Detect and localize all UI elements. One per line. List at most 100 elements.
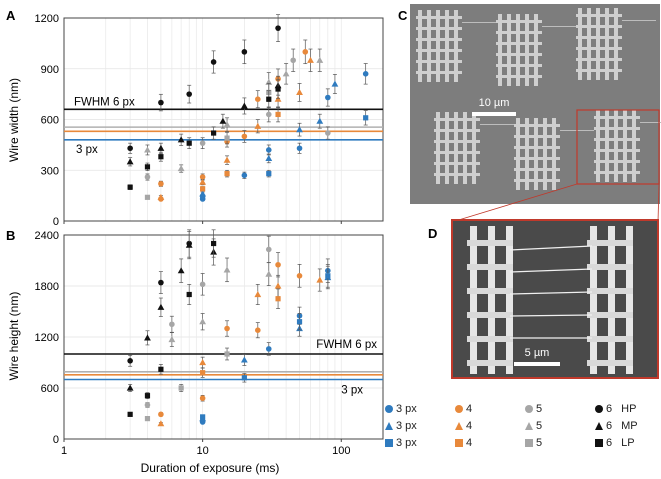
data-point — [296, 273, 303, 279]
data-point — [265, 111, 272, 118]
legend-label: 3 px — [396, 437, 417, 449]
legend-label: 6 — [606, 420, 613, 432]
data-point — [254, 122, 262, 129]
sem-rung — [434, 162, 480, 165]
scalebar-c-label: 10 µm — [479, 97, 510, 109]
data-point — [363, 115, 369, 121]
scalebar-c — [472, 112, 516, 116]
sem-post — [454, 112, 458, 184]
data-point — [126, 384, 134, 391]
data-point — [275, 86, 281, 92]
data-point — [185, 241, 193, 248]
data-point — [241, 375, 247, 381]
panel-c-letter: C — [398, 8, 408, 23]
y-tick-label: 300 — [41, 165, 59, 177]
sem-post — [436, 112, 440, 184]
sem-post — [632, 110, 636, 182]
sem-wire — [640, 122, 661, 123]
legend-circle-marker — [385, 405, 393, 413]
data-point — [199, 318, 207, 325]
data-point — [158, 366, 164, 372]
data-point — [210, 59, 217, 65]
sem-rung — [576, 47, 622, 50]
legend-item: 5 — [525, 420, 542, 432]
sem-zoom-rung — [467, 240, 513, 246]
sem-post — [445, 10, 449, 82]
data-point — [275, 261, 281, 268]
x-tick-label: 1 — [61, 445, 67, 457]
sem-post — [614, 8, 618, 80]
data-point — [200, 414, 206, 420]
sem-zoom-rung — [587, 360, 633, 366]
legend-triangle-marker — [385, 422, 393, 430]
y-tick-label: 600 — [41, 115, 59, 127]
sem-post — [418, 10, 422, 82]
data-point — [224, 171, 230, 177]
sem-rung — [416, 38, 462, 41]
data-point — [266, 171, 272, 177]
data-point — [127, 411, 133, 417]
sem-zoom-post — [506, 226, 513, 374]
data-point — [200, 370, 206, 376]
data-point — [127, 358, 133, 364]
legend-item: 4 — [455, 437, 472, 449]
x-tick-label: 100 — [332, 445, 350, 457]
data-point — [144, 334, 151, 341]
legend-label: 3 px — [396, 403, 417, 415]
sem-rung — [576, 14, 622, 17]
legend-triangle-marker — [455, 422, 463, 430]
data-point — [274, 282, 282, 289]
data-point — [186, 91, 192, 97]
sem-post — [578, 8, 582, 80]
sem-rung — [514, 157, 560, 160]
data-point — [158, 411, 164, 418]
sem-zoom-wire — [509, 314, 593, 317]
zoom-line-left — [451, 183, 578, 223]
sem-post — [472, 112, 476, 184]
data-point — [224, 351, 230, 357]
x-axis-label: Duration of exposure (ms) — [141, 461, 280, 475]
sem-zoom-rung — [467, 360, 513, 366]
data-point — [223, 121, 231, 128]
sem-wire — [462, 22, 496, 23]
legend-item: 6 MP — [595, 420, 638, 432]
sem-rung — [434, 140, 480, 143]
data-point — [144, 146, 151, 153]
scalebar-d — [514, 362, 560, 366]
sem-zoom-post — [488, 226, 495, 374]
data-point — [316, 56, 324, 63]
sem-rung — [416, 27, 462, 30]
sem-rung — [496, 75, 542, 78]
data-point — [144, 194, 151, 200]
data-point — [144, 174, 151, 180]
legend-label: 4 — [466, 403, 473, 415]
sem-zoom-post — [626, 226, 633, 374]
data-point — [144, 393, 151, 399]
data-point — [186, 291, 192, 298]
data-point — [224, 135, 230, 141]
sem-rung — [496, 53, 542, 56]
data-point — [157, 144, 165, 151]
y-tick-label: 1800 — [35, 281, 59, 293]
data-point — [325, 130, 331, 136]
legend-item: 3 px — [385, 437, 417, 449]
data-point — [199, 359, 207, 366]
data-point — [265, 270, 273, 277]
reference-line-label: FWHM 6 px — [316, 339, 377, 351]
panel-d-letter: D — [428, 226, 437, 241]
legend-item: 4 — [455, 420, 472, 432]
sem-rung — [496, 20, 542, 23]
sem-post — [605, 110, 609, 182]
sem-rung — [594, 160, 640, 163]
data-point — [127, 184, 133, 190]
data-point — [199, 281, 206, 288]
sem-zoom-rung — [587, 240, 633, 246]
zoom-line-right — [657, 183, 660, 223]
data-point — [211, 240, 217, 247]
sem-zoom-wire — [509, 291, 593, 295]
data-point — [302, 49, 309, 55]
sem-rung — [434, 129, 480, 132]
data-point — [144, 416, 151, 422]
data-point — [325, 273, 331, 279]
